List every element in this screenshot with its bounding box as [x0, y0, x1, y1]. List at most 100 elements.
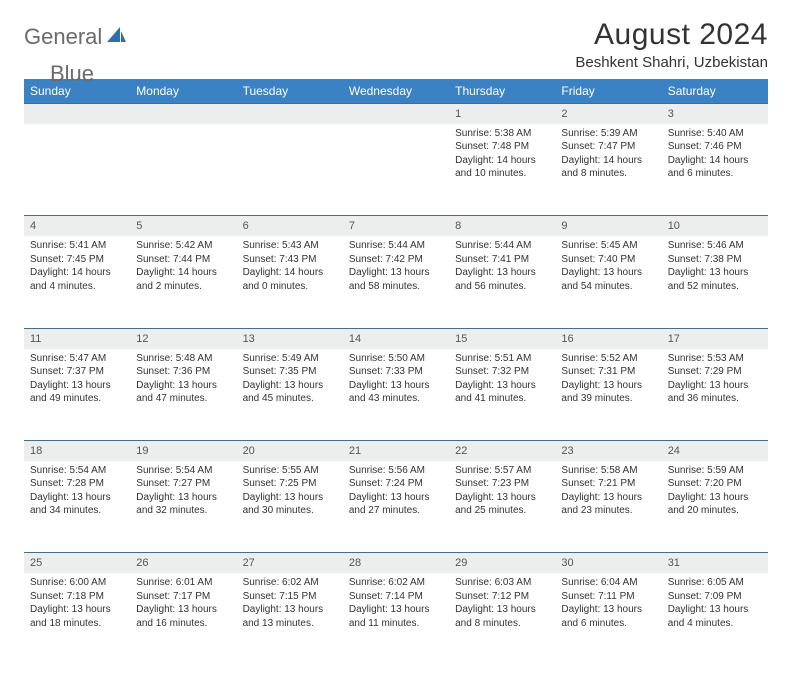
day-number: [130, 104, 236, 124]
weekday-header: Saturday: [662, 79, 768, 104]
day-cell: Sunrise: 5:53 AMSunset: 7:29 PMDaylight:…: [662, 349, 768, 441]
day1-line: Daylight: 13 hours: [136, 603, 230, 617]
day1-line: Daylight: 13 hours: [349, 491, 443, 505]
calendar-page: General August 2024 Beshkent Shahri, Uzb…: [0, 0, 792, 675]
sunrise-line: Sunrise: 5:41 AM: [30, 239, 124, 253]
sunrise-line: Sunrise: 5:45 AM: [561, 239, 655, 253]
day2-line: and 6 minutes.: [668, 167, 762, 181]
day-number: 5: [130, 216, 236, 236]
day-cell-body: Sunrise: 6:05 AMSunset: 7:09 PMDaylight:…: [662, 573, 768, 634]
daynum-row: 45678910: [24, 216, 768, 236]
day2-line: and 18 minutes.: [30, 617, 124, 631]
title-block: August 2024 Beshkent Shahri, Uzbekistan: [575, 18, 768, 71]
sunrise-line: Sunrise: 5:39 AM: [561, 127, 655, 141]
day-cell: Sunrise: 5:42 AMSunset: 7:44 PMDaylight:…: [130, 236, 236, 328]
sunrise-line: Sunrise: 6:01 AM: [136, 576, 230, 590]
day-number: [24, 104, 130, 124]
day-number: 11: [24, 328, 130, 348]
sunrise-line: Sunrise: 6:03 AM: [455, 576, 549, 590]
weekday-header: Monday: [130, 79, 236, 104]
sunset-line: Sunset: 7:23 PM: [455, 477, 549, 491]
sunrise-line: Sunrise: 5:40 AM: [668, 127, 762, 141]
sunset-line: Sunset: 7:41 PM: [455, 253, 549, 267]
day1-line: Daylight: 13 hours: [455, 603, 549, 617]
sunrise-line: Sunrise: 5:56 AM: [349, 464, 443, 478]
day-number: 10: [662, 216, 768, 236]
day1-line: Daylight: 13 hours: [561, 266, 655, 280]
sunset-line: Sunset: 7:47 PM: [561, 140, 655, 154]
sunset-line: Sunset: 7:29 PM: [668, 365, 762, 379]
day-cell: Sunrise: 5:52 AMSunset: 7:31 PMDaylight:…: [555, 349, 661, 441]
day2-line: and 32 minutes.: [136, 504, 230, 518]
day-cell-body: Sunrise: 5:57 AMSunset: 7:23 PMDaylight:…: [449, 461, 555, 522]
day2-line: and 41 minutes.: [455, 392, 549, 406]
day-number: 9: [555, 216, 661, 236]
day-cell: Sunrise: 5:58 AMSunset: 7:21 PMDaylight:…: [555, 461, 661, 553]
day2-line: and 4 minutes.: [30, 280, 124, 294]
sunrise-line: Sunrise: 6:04 AM: [561, 576, 655, 590]
day1-line: Daylight: 13 hours: [243, 379, 337, 393]
sunrise-line: Sunrise: 5:44 AM: [455, 239, 549, 253]
day2-line: and 52 minutes.: [668, 280, 762, 294]
day-cell: Sunrise: 6:00 AMSunset: 7:18 PMDaylight:…: [24, 573, 130, 665]
day-cell-body: Sunrise: 5:44 AMSunset: 7:41 PMDaylight:…: [449, 236, 555, 297]
sunrise-line: Sunrise: 6:02 AM: [349, 576, 443, 590]
day-cell-body: Sunrise: 5:46 AMSunset: 7:38 PMDaylight:…: [662, 236, 768, 297]
sunset-line: Sunset: 7:36 PM: [136, 365, 230, 379]
day-number: 27: [237, 553, 343, 573]
day-cell-body: Sunrise: 5:39 AMSunset: 7:47 PMDaylight:…: [555, 124, 661, 185]
day-cell-body: Sunrise: 5:43 AMSunset: 7:43 PMDaylight:…: [237, 236, 343, 297]
sunset-line: Sunset: 7:46 PM: [668, 140, 762, 154]
sunrise-line: Sunrise: 5:51 AM: [455, 352, 549, 366]
day2-line: and 56 minutes.: [455, 280, 549, 294]
day-number: [237, 104, 343, 124]
day2-line: and 43 minutes.: [349, 392, 443, 406]
day2-line: and 23 minutes.: [561, 504, 655, 518]
day-number: 3: [662, 104, 768, 124]
day2-line: and 0 minutes.: [243, 280, 337, 294]
day1-line: Daylight: 13 hours: [136, 491, 230, 505]
day-number: 23: [555, 441, 661, 461]
day-number: 14: [343, 328, 449, 348]
day-cell: Sunrise: 6:02 AMSunset: 7:15 PMDaylight:…: [237, 573, 343, 665]
day2-line: and 11 minutes.: [349, 617, 443, 631]
day-number: 13: [237, 328, 343, 348]
day-cell: Sunrise: 5:50 AMSunset: 7:33 PMDaylight:…: [343, 349, 449, 441]
day-cell: Sunrise: 5:44 AMSunset: 7:42 PMDaylight:…: [343, 236, 449, 328]
day-cell: Sunrise: 5:38 AMSunset: 7:48 PMDaylight:…: [449, 124, 555, 216]
day-cell-body: Sunrise: 5:49 AMSunset: 7:35 PMDaylight:…: [237, 349, 343, 410]
day-cell-body: Sunrise: 6:01 AMSunset: 7:17 PMDaylight:…: [130, 573, 236, 634]
day-cell: Sunrise: 6:04 AMSunset: 7:11 PMDaylight:…: [555, 573, 661, 665]
sunset-line: Sunset: 7:09 PM: [668, 590, 762, 604]
day1-line: Daylight: 14 hours: [668, 154, 762, 168]
day-number: 1: [449, 104, 555, 124]
day-cell-body: Sunrise: 5:59 AMSunset: 7:20 PMDaylight:…: [662, 461, 768, 522]
day-number: 15: [449, 328, 555, 348]
day1-line: Daylight: 13 hours: [243, 603, 337, 617]
day-cell-body: Sunrise: 5:47 AMSunset: 7:37 PMDaylight:…: [24, 349, 130, 410]
day2-line: and 45 minutes.: [243, 392, 337, 406]
day-cell-body: Sunrise: 5:53 AMSunset: 7:29 PMDaylight:…: [662, 349, 768, 410]
sunset-line: Sunset: 7:37 PM: [30, 365, 124, 379]
sunrise-line: Sunrise: 5:59 AM: [668, 464, 762, 478]
day2-line: and 6 minutes.: [561, 617, 655, 631]
day-cell-body: Sunrise: 5:54 AMSunset: 7:27 PMDaylight:…: [130, 461, 236, 522]
day-number: 31: [662, 553, 768, 573]
sunset-line: Sunset: 7:11 PM: [561, 590, 655, 604]
day1-line: Daylight: 13 hours: [30, 603, 124, 617]
day1-line: Daylight: 14 hours: [561, 154, 655, 168]
sunrise-line: Sunrise: 6:00 AM: [30, 576, 124, 590]
sunrise-line: Sunrise: 5:58 AM: [561, 464, 655, 478]
sunset-line: Sunset: 7:33 PM: [349, 365, 443, 379]
day-cell-body: Sunrise: 6:02 AMSunset: 7:14 PMDaylight:…: [343, 573, 449, 634]
sunrise-line: Sunrise: 5:54 AM: [30, 464, 124, 478]
day1-line: Daylight: 14 hours: [455, 154, 549, 168]
day1-line: Daylight: 13 hours: [349, 266, 443, 280]
day1-line: Daylight: 14 hours: [30, 266, 124, 280]
day-cell-body: Sunrise: 5:55 AMSunset: 7:25 PMDaylight:…: [237, 461, 343, 522]
day-cell-body: Sunrise: 5:42 AMSunset: 7:44 PMDaylight:…: [130, 236, 236, 297]
day-number: 28: [343, 553, 449, 573]
day1-line: Daylight: 13 hours: [136, 379, 230, 393]
sunset-line: Sunset: 7:14 PM: [349, 590, 443, 604]
day-cell: Sunrise: 5:44 AMSunset: 7:41 PMDaylight:…: [449, 236, 555, 328]
